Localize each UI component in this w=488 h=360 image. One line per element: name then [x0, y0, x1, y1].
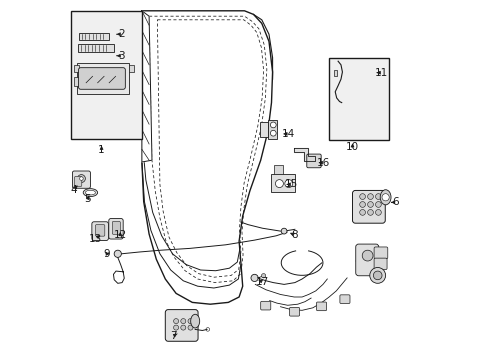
Circle shape	[250, 274, 258, 282]
Circle shape	[187, 325, 193, 330]
Ellipse shape	[85, 190, 95, 195]
Bar	[74, 77, 79, 86]
FancyBboxPatch shape	[373, 258, 386, 270]
FancyBboxPatch shape	[72, 171, 90, 188]
Text: 10: 10	[345, 142, 358, 152]
Circle shape	[181, 319, 185, 324]
FancyBboxPatch shape	[352, 190, 385, 223]
Circle shape	[373, 271, 381, 280]
Circle shape	[359, 202, 365, 207]
Circle shape	[375, 202, 381, 207]
FancyBboxPatch shape	[339, 295, 349, 303]
Circle shape	[367, 202, 373, 207]
Circle shape	[181, 325, 185, 330]
Text: 8: 8	[291, 230, 298, 240]
Bar	[77, 63, 129, 94]
Circle shape	[359, 210, 365, 215]
Bar	[328, 58, 387, 140]
Circle shape	[275, 180, 283, 188]
Circle shape	[261, 274, 265, 278]
FancyBboxPatch shape	[79, 68, 125, 89]
FancyBboxPatch shape	[95, 225, 104, 236]
Circle shape	[187, 319, 193, 324]
Circle shape	[284, 180, 292, 188]
Text: 14: 14	[281, 129, 294, 139]
Circle shape	[375, 210, 381, 215]
Bar	[74, 65, 79, 72]
FancyBboxPatch shape	[165, 310, 198, 341]
Bar	[270, 174, 295, 192]
Circle shape	[173, 319, 178, 324]
Text: 12: 12	[113, 230, 127, 240]
Circle shape	[359, 194, 365, 199]
Polygon shape	[142, 11, 272, 304]
Circle shape	[77, 175, 85, 183]
Text: 6: 6	[391, 197, 398, 207]
Text: 1: 1	[98, 145, 105, 155]
FancyBboxPatch shape	[108, 219, 123, 239]
Text: 4: 4	[71, 185, 77, 194]
Text: 3: 3	[118, 51, 124, 61]
Ellipse shape	[83, 189, 98, 197]
Circle shape	[80, 177, 83, 180]
Text: 11: 11	[374, 68, 387, 78]
Bar	[129, 65, 133, 72]
Circle shape	[375, 194, 381, 199]
Text: 9: 9	[103, 249, 109, 259]
Bar	[268, 120, 277, 139]
Text: 7: 7	[170, 331, 177, 341]
Ellipse shape	[380, 190, 390, 205]
Polygon shape	[142, 11, 152, 162]
Bar	[260, 122, 268, 137]
Circle shape	[367, 194, 373, 199]
FancyBboxPatch shape	[306, 154, 321, 168]
FancyBboxPatch shape	[260, 301, 270, 310]
FancyBboxPatch shape	[112, 221, 120, 234]
Circle shape	[114, 250, 121, 257]
Circle shape	[381, 194, 388, 201]
Bar	[71, 11, 142, 139]
Circle shape	[281, 228, 286, 234]
FancyBboxPatch shape	[75, 176, 81, 186]
Circle shape	[270, 130, 276, 136]
Circle shape	[362, 250, 372, 261]
Circle shape	[270, 122, 276, 128]
FancyBboxPatch shape	[355, 244, 378, 276]
Text: 5: 5	[84, 194, 91, 204]
FancyBboxPatch shape	[373, 247, 387, 259]
Text: 16: 16	[316, 158, 329, 168]
Bar	[79, 33, 109, 40]
Text: 13: 13	[89, 234, 102, 244]
Bar	[274, 165, 283, 174]
Bar	[78, 44, 114, 52]
Ellipse shape	[190, 314, 199, 328]
Text: 2: 2	[118, 29, 124, 39]
Circle shape	[367, 210, 373, 215]
Polygon shape	[293, 148, 315, 161]
Text: 17: 17	[255, 277, 268, 287]
Circle shape	[173, 325, 178, 330]
Text: 15: 15	[284, 179, 297, 189]
Bar	[333, 70, 337, 76]
Circle shape	[369, 267, 385, 283]
FancyBboxPatch shape	[289, 307, 299, 316]
FancyBboxPatch shape	[92, 222, 108, 240]
FancyBboxPatch shape	[316, 302, 326, 311]
